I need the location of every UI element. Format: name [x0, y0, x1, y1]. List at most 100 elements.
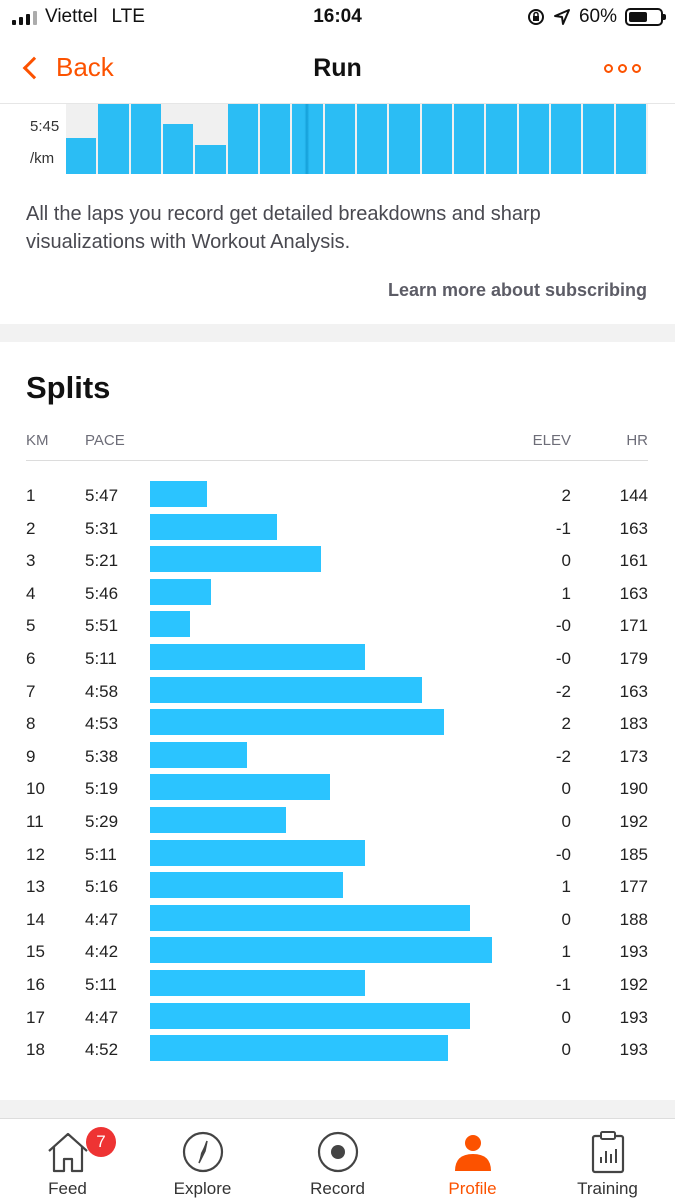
- split-elevation: 1: [561, 583, 571, 603]
- split-pace-bar: [150, 578, 212, 605]
- split-elevation: 2: [561, 486, 571, 505]
- split-row: 4 5:46 1 163: [0, 578, 675, 611]
- split-km: 14: [26, 909, 45, 929]
- status-bar: Viettel LTE 16:04 60%: [0, 0, 675, 36]
- location-arrow-icon: [553, 9, 570, 25]
- lap-bar: [195, 144, 226, 174]
- chevron-left-icon: [22, 56, 46, 79]
- lap-bar: [583, 104, 614, 174]
- network-type: LTE: [111, 6, 145, 27]
- tab-profile[interactable]: Profile: [405, 1119, 540, 1200]
- split-pace: 5:11: [85, 975, 117, 994]
- tab-label: Feed: [48, 1179, 87, 1198]
- split-pace-bar: [150, 1002, 471, 1029]
- lap-bar: [421, 104, 452, 174]
- lap-pace-chart: 5:45 /km: [0, 104, 675, 174]
- split-elevation: 0: [561, 1007, 571, 1027]
- tab-explore[interactable]: Explore: [135, 1119, 270, 1200]
- lap-bar: [486, 104, 517, 174]
- split-pace-bar: [150, 644, 365, 670]
- split-pace-bar: [150, 676, 422, 703]
- split-pace: 5:29: [85, 812, 119, 831]
- split-heart-rate: 190: [619, 779, 648, 799]
- split-row: 13 5:16 1 177: [0, 872, 675, 904]
- battery-percent: 60%: [578, 6, 617, 27]
- split-km: 9: [26, 746, 36, 766]
- split-km: 7: [26, 681, 36, 701]
- split-pace-bar: [150, 1035, 449, 1062]
- split-row: 2 5:31 -1 163: [0, 513, 675, 546]
- lap-bar: [454, 104, 485, 174]
- carrier-name: Viettel: [45, 6, 98, 27]
- split-elevation: -0: [555, 844, 571, 864]
- split-elevation: -1: [555, 975, 571, 994]
- split-pace-bar: [150, 970, 365, 996]
- split-row: 16 5:11 -1 192: [0, 970, 675, 1002]
- lap-bar: [130, 104, 161, 174]
- lap-bar: [227, 104, 258, 174]
- split-km: 4: [26, 583, 36, 603]
- dot-icon: [618, 64, 627, 73]
- lap-bar: [260, 104, 291, 174]
- header-divider: [26, 460, 648, 461]
- split-pace-bar: [150, 774, 330, 801]
- split-heart-rate: 163: [619, 681, 648, 701]
- back-button[interactable]: Back: [18, 52, 114, 83]
- split-km: 6: [26, 649, 36, 668]
- section-divider: [0, 324, 675, 342]
- split-pace-bar: [150, 481, 207, 507]
- split-heart-rate: 177: [619, 877, 648, 897]
- tab-label: Profile: [448, 1179, 497, 1198]
- tab-record[interactable]: Record: [270, 1119, 405, 1200]
- clipboard-chart-icon: [591, 1131, 624, 1174]
- split-row: 14 4:47 0 188: [0, 904, 675, 937]
- split-row: 7 4:58 -2 163: [0, 676, 675, 709]
- lap-chart-plot: [66, 104, 648, 174]
- split-pace-bar: [150, 709, 444, 736]
- section-divider: [0, 1100, 675, 1118]
- split-heart-rate: 171: [619, 616, 648, 636]
- split-km: 3: [26, 551, 36, 571]
- tab-feed[interactable]: 7 Feed: [0, 1119, 135, 1200]
- split-heart-rate: 192: [619, 812, 648, 831]
- notification-badge: 7: [86, 1127, 116, 1157]
- lap-bar: [615, 104, 646, 174]
- split-heart-rate: 163: [619, 518, 648, 538]
- split-km: 15: [26, 942, 45, 962]
- split-km: 18: [26, 1040, 45, 1060]
- split-pace: 4:42: [85, 942, 119, 962]
- splits-heading: Splits: [26, 370, 111, 405]
- split-elevation: 0: [561, 1040, 571, 1060]
- split-row: 1 5:47 2 144: [0, 481, 675, 513]
- tab-label: Explore: [173, 1179, 232, 1198]
- split-heart-rate: 183: [619, 714, 648, 734]
- clock: 16:04: [313, 6, 362, 27]
- home-icon: [47, 1132, 88, 1173]
- split-pace-bar: [150, 741, 247, 768]
- col-header-pace: PACE: [85, 432, 125, 449]
- split-pace: 4:47: [85, 909, 119, 929]
- tab-training[interactable]: Training: [540, 1119, 675, 1200]
- split-pace-bar: [150, 839, 365, 866]
- back-label: Back: [56, 52, 114, 82]
- split-pace: 5:38: [85, 746, 119, 766]
- lap-bar: [357, 104, 388, 174]
- navigation-bar: Back Run: [0, 36, 675, 104]
- split-elevation: -1: [555, 518, 571, 538]
- split-row: 6 5:11 -0 179: [0, 644, 675, 676]
- split-km: 2: [26, 518, 36, 538]
- split-elevation: 0: [561, 909, 571, 929]
- learn-more-link[interactable]: Learn more about subscribing: [387, 280, 647, 300]
- split-pace: 5:21: [85, 551, 119, 571]
- split-pace: 5:19: [85, 779, 119, 799]
- split-elevation: -2: [555, 681, 571, 701]
- split-km: 13: [26, 877, 45, 897]
- split-heart-rate: 185: [619, 844, 648, 864]
- more-options-button[interactable]: [604, 64, 641, 73]
- split-km: 8: [26, 714, 36, 734]
- split-heart-rate: 163: [619, 583, 648, 603]
- split-km: 12: [26, 844, 45, 864]
- split-km: 11: [26, 812, 44, 831]
- record-icon: [317, 1131, 358, 1173]
- signal-icon: [12, 9, 37, 25]
